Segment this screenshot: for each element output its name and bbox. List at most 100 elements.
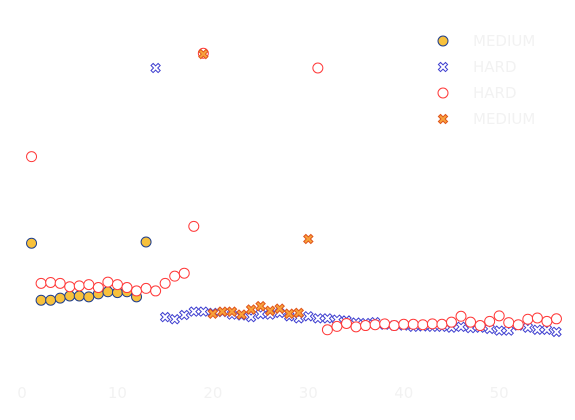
data-point xyxy=(236,309,247,320)
data-point xyxy=(178,309,190,321)
data-point xyxy=(293,307,305,319)
data-point xyxy=(102,276,114,288)
legend-label: HARD xyxy=(473,58,517,76)
data-point xyxy=(35,277,47,289)
data-point xyxy=(503,317,515,329)
data-point xyxy=(407,318,419,330)
data-point xyxy=(102,286,114,298)
data-point xyxy=(226,306,238,317)
legend-marker xyxy=(437,61,449,73)
data-point xyxy=(321,324,333,336)
data-point xyxy=(245,304,257,315)
data-point xyxy=(283,308,295,320)
series-0 xyxy=(26,236,152,306)
data-point xyxy=(140,282,152,294)
data-point xyxy=(493,325,505,336)
data-point xyxy=(188,306,200,317)
data-point xyxy=(312,313,324,324)
data-point xyxy=(64,290,76,302)
x-tick-label: 40 xyxy=(394,384,413,402)
data-point xyxy=(150,62,161,74)
data-point xyxy=(541,315,553,327)
series-2 xyxy=(26,47,562,336)
series-3 xyxy=(198,48,314,320)
legend-marker xyxy=(437,87,449,99)
data-point xyxy=(264,305,276,317)
legend-marker xyxy=(437,113,449,125)
data-point xyxy=(398,318,410,330)
data-point xyxy=(169,270,181,282)
data-point xyxy=(198,306,209,317)
data-point xyxy=(35,294,47,306)
x-tick-label: 30 xyxy=(299,384,318,402)
data-point xyxy=(350,321,362,333)
data-point xyxy=(26,237,38,249)
data-point xyxy=(360,320,372,332)
data-point xyxy=(150,285,162,297)
data-point xyxy=(188,220,200,232)
data-point xyxy=(92,282,104,294)
data-point xyxy=(426,318,438,330)
data-point xyxy=(303,310,314,322)
data-point xyxy=(484,315,496,327)
data-point xyxy=(274,303,285,314)
data-point xyxy=(455,321,467,333)
data-point xyxy=(522,313,534,325)
series-1 xyxy=(150,62,562,338)
data-point xyxy=(550,313,562,325)
data-point xyxy=(121,282,133,294)
data-point xyxy=(388,320,400,332)
data-point xyxy=(159,277,171,289)
data-point xyxy=(369,319,381,331)
data-point xyxy=(512,319,524,331)
series-layer xyxy=(26,47,562,338)
data-point xyxy=(45,276,57,288)
legend-marker xyxy=(437,35,449,47)
data-point xyxy=(532,324,543,336)
data-point xyxy=(140,236,152,248)
data-point xyxy=(322,313,333,324)
data-point xyxy=(445,316,457,328)
data-point xyxy=(26,151,38,163)
data-point xyxy=(331,320,343,332)
data-point xyxy=(465,316,477,328)
x-tick-label: 20 xyxy=(203,384,222,402)
data-point xyxy=(417,319,429,331)
data-point xyxy=(493,310,505,322)
data-point xyxy=(73,290,85,302)
data-point xyxy=(303,233,314,245)
data-point xyxy=(73,280,85,292)
legend-label: HARD xyxy=(473,84,517,102)
x-tick-label: 50 xyxy=(490,384,509,402)
legend-label: MEDIUM xyxy=(473,32,535,50)
data-point xyxy=(111,279,123,291)
data-point xyxy=(474,320,486,332)
data-point xyxy=(379,318,391,330)
legend-label: MEDIUM xyxy=(473,110,535,128)
data-point xyxy=(54,292,66,304)
data-point xyxy=(131,285,143,297)
data-point xyxy=(217,306,228,317)
legend: MEDIUM HARD HARD MEDIUM xyxy=(437,32,535,128)
x-tick-label: 10 xyxy=(108,384,127,402)
data-point xyxy=(312,62,324,74)
data-point xyxy=(159,311,171,323)
data-point xyxy=(551,326,562,338)
data-point xyxy=(207,308,219,320)
data-point xyxy=(54,277,66,289)
data-point xyxy=(340,317,352,329)
x-axis-ticks: 0 10 20 30 40 50 xyxy=(17,384,509,402)
data-point xyxy=(455,310,467,322)
data-point xyxy=(83,291,95,303)
data-point xyxy=(255,308,266,320)
data-point xyxy=(198,48,209,60)
data-point xyxy=(255,300,266,312)
data-point xyxy=(531,312,543,324)
data-point xyxy=(178,267,190,279)
x-tick-label: 0 xyxy=(17,384,27,402)
data-point xyxy=(45,294,57,306)
data-point xyxy=(436,318,448,330)
data-point xyxy=(83,279,95,291)
data-point xyxy=(64,281,76,293)
